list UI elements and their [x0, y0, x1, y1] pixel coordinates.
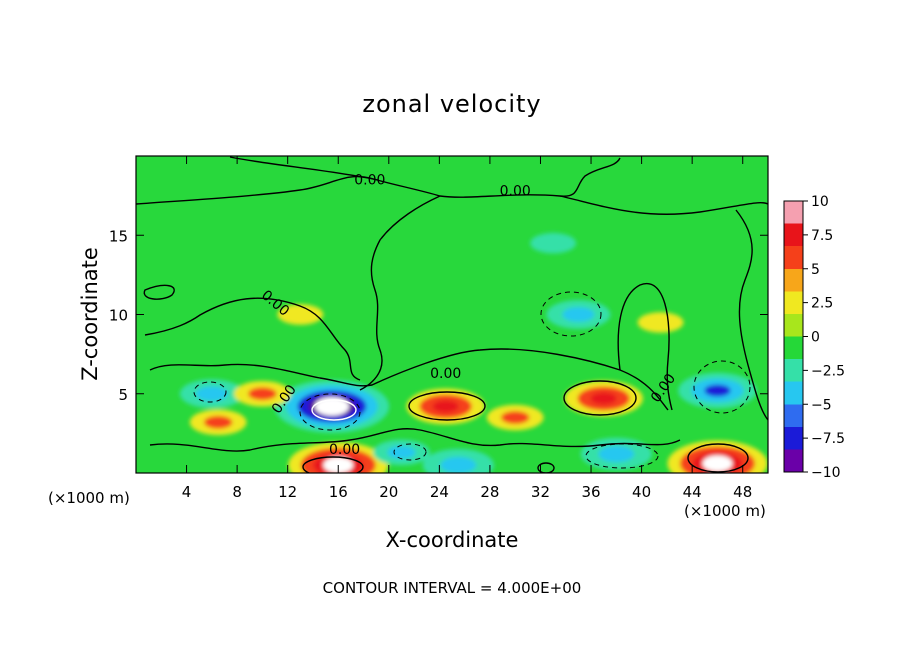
x-tick-label: 40 — [632, 483, 651, 501]
contour-negative-bottom-left — [393, 443, 427, 461]
plot-area: 0.000.000.000.000.00 0.000.00 4 8 12 16 20 24 2… — [109, 155, 769, 501]
x-tick-label: 24 — [430, 483, 449, 501]
y-tick-label: 10 — [109, 307, 128, 325]
x-tick-label: 28 — [480, 483, 499, 501]
x-axis-unit-left: (×1000 m) — [48, 489, 130, 507]
colorbar-tick-label: −10 — [811, 465, 841, 481]
x-tick-label: 44 — [683, 483, 702, 501]
colorbar-tick-label: −2.5 — [811, 363, 845, 379]
zero-contour-mid — [359, 195, 441, 391]
x-tick-label: 32 — [531, 483, 550, 501]
y-tick-label: 15 — [109, 227, 128, 245]
field-feature — [637, 312, 684, 333]
x-tick-label: 4 — [182, 483, 192, 501]
colorbar-tick-label: −7.5 — [811, 431, 845, 447]
contour-small-bottom — [537, 462, 555, 473]
zero-contour-right-edge — [735, 209, 768, 421]
contour-label: 0.00 — [354, 173, 385, 189]
field-feature — [277, 304, 324, 325]
contour-negative-core — [299, 393, 361, 431]
contour-core-bottom-right — [687, 443, 749, 473]
zero-contour-bottom — [149, 428, 681, 452]
field-feature — [598, 445, 635, 463]
contour-jet-right — [563, 380, 637, 416]
x-tick-label: 36 — [581, 483, 600, 501]
x-tick-label: 20 — [379, 483, 398, 501]
field-feature-core — [702, 455, 733, 472]
chart-title: zonal velocity — [362, 90, 541, 118]
y-tick-label: 5 — [118, 386, 128, 404]
x-axis-unit-right: (×1000 m) — [684, 502, 766, 520]
contour-label: 0.00 — [500, 184, 531, 200]
x-tick-label: 8 — [232, 483, 242, 501]
contour-interval-note: CONTOUR INTERVAL = 4.000E+00 — [323, 579, 582, 597]
field-feature — [248, 387, 277, 401]
zero-contour-top — [136, 157, 621, 205]
contour-label: 0.00 — [430, 366, 461, 382]
colorbar-tick-label: 2.5 — [811, 296, 833, 312]
colorbar-gradient — [783, 200, 804, 473]
contour-negative-bottom-mid — [585, 443, 659, 469]
colorbar-tick-label: 0 — [811, 330, 820, 346]
contour-jet-center — [408, 391, 486, 421]
colorbar-tick-label: −5 — [811, 397, 832, 413]
colorbar-tick-label: 7.5 — [811, 228, 833, 244]
colorbar-ticks: 10 7.5 5 2.5 0 −2.5 −5 −7.5 −10 — [803, 194, 845, 481]
x-axis-label: X-coordinate — [386, 528, 519, 552]
y-axis-label: Z-coordinate — [78, 247, 102, 381]
zero-contour-upper-left — [229, 156, 379, 181]
field-feature — [432, 400, 459, 413]
field-feature — [501, 411, 530, 424]
field-feature — [195, 386, 228, 401]
zero-contour-center-left — [144, 297, 361, 381]
field-feature — [590, 392, 617, 405]
zero-contour-right-arm — [617, 282, 673, 411]
contour-core-bottom — [302, 456, 364, 473]
field-feature — [530, 232, 577, 254]
contour-negative-left — [193, 381, 227, 403]
contour-core-left — [311, 399, 357, 421]
zero-contour-left-lobe — [143, 284, 175, 300]
x-tick-label: 48 — [733, 483, 752, 501]
colorbar: 10 7.5 5 2.5 0 −2.5 −5 −7.5 −10 — [783, 194, 845, 481]
field-feature — [562, 307, 595, 322]
x-tick-label: 12 — [278, 483, 297, 501]
contour-negative-right — [693, 360, 751, 414]
colorbar-tick-label: 5 — [811, 262, 820, 278]
colorbar-tick-label: 10 — [811, 194, 829, 210]
field-feature — [387, 445, 416, 459]
contour-negative-upper — [540, 291, 602, 337]
contour-label: 0.00 — [329, 442, 360, 458]
x-tick-label: 16 — [329, 483, 348, 501]
field-feature — [704, 384, 731, 397]
field-feature — [203, 415, 233, 429]
zero-contour-upper-ridge — [559, 195, 768, 215]
field-feature — [440, 456, 477, 473]
